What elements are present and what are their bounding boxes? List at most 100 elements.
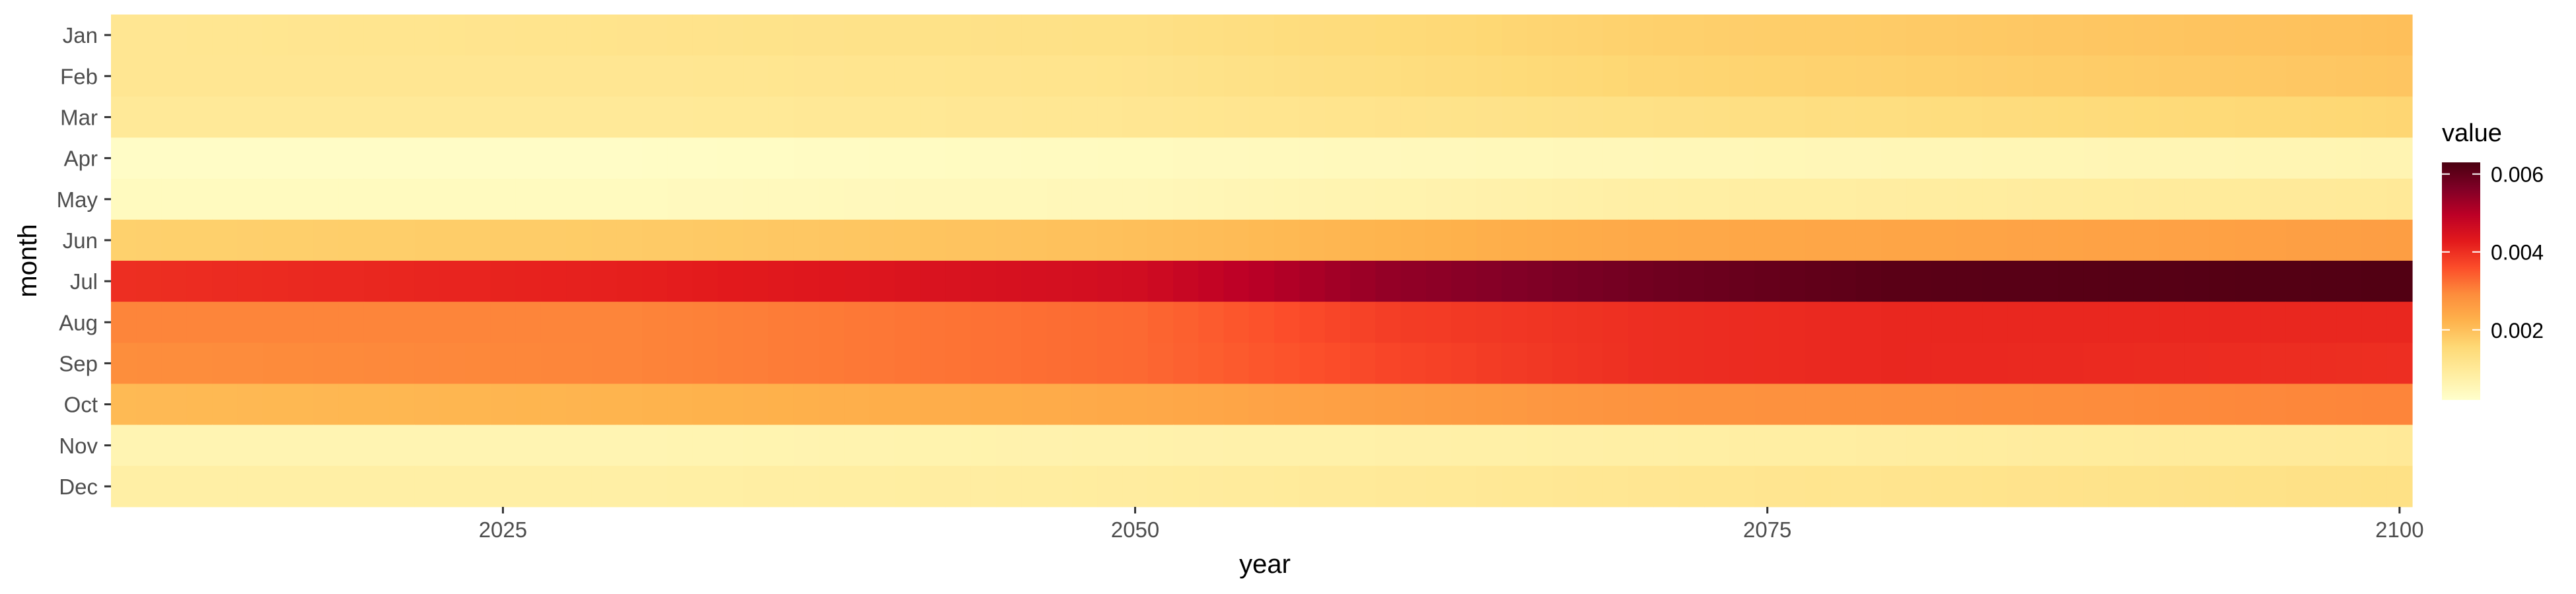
- heatmap-cell: [237, 55, 264, 97]
- heatmap-cell: [2007, 178, 2034, 220]
- heatmap-cell: [1805, 178, 1832, 220]
- heatmap-cell: [844, 424, 871, 467]
- heatmap-cell: [1476, 383, 1503, 426]
- heatmap-cell: [945, 219, 972, 261]
- heatmap-cell: [237, 261, 264, 302]
- heatmap-cell: [1931, 302, 1958, 343]
- heatmap-cell: [1400, 261, 1427, 302]
- heatmap-cell: [1881, 465, 1907, 508]
- heatmap-cell: [161, 137, 188, 180]
- heatmap-cell: [2007, 343, 2034, 384]
- heatmap-cell: [1046, 178, 1073, 220]
- heatmap-cell: [768, 55, 795, 97]
- heatmap-cell: [1830, 15, 1857, 56]
- y-axis-title: month: [13, 224, 42, 297]
- heatmap-cell: [768, 15, 795, 56]
- heatmap-cell: [1653, 383, 1680, 426]
- heatmap-cell: [1097, 178, 1124, 220]
- heatmap-cell: [945, 15, 972, 56]
- heatmap-cell: [1602, 302, 1629, 343]
- heatmap-cell: [1577, 261, 1604, 302]
- heatmap-cell: [566, 424, 592, 467]
- heatmap-cell: [1754, 178, 1781, 220]
- heatmap-cell: [1754, 96, 1781, 138]
- heatmap-cell: [540, 465, 567, 508]
- heatmap-cell: [1198, 15, 1225, 56]
- heatmap-cell: [1476, 96, 1503, 138]
- heatmap-cell: [1350, 302, 1376, 343]
- heatmap-cell: [2083, 343, 2110, 384]
- heatmap-cell: [1729, 302, 1756, 343]
- heatmap-cell: [1223, 137, 1250, 180]
- heatmap-cell: [1982, 302, 2009, 343]
- heatmap-cell: [768, 261, 795, 302]
- heatmap-cell: [2159, 302, 2186, 343]
- heatmap-cell: [1400, 15, 1427, 56]
- heatmap-cell: [186, 302, 213, 343]
- heatmap-cell: [566, 219, 592, 261]
- heatmap-cell: [262, 96, 289, 138]
- heatmap-cell: [2184, 302, 2211, 343]
- heatmap-cell: [591, 465, 618, 508]
- heatmap-cell: [338, 219, 365, 261]
- y-axis: Jan Feb Mar Apr May Jun Jul Aug Sep Oct Nov Dec: [57, 23, 111, 499]
- heatmap-cell: [136, 261, 162, 302]
- heatmap-cell: [1476, 465, 1503, 508]
- heatmap-cell: [1122, 219, 1149, 261]
- heatmap-cell: [1299, 424, 1326, 467]
- heatmap-cell: [540, 178, 567, 220]
- heatmap-cell: [692, 55, 719, 97]
- heatmap-cell: [1122, 178, 1149, 220]
- heatmap-cell: [186, 55, 213, 97]
- heatmap-cell: [2159, 465, 2186, 508]
- heatmap-cell: [1248, 302, 1275, 343]
- heatmap-cell: [1147, 383, 1174, 426]
- heatmap-cell: [996, 343, 1022, 384]
- heatmap-cell: [920, 343, 947, 384]
- heatmap-cell: [186, 261, 213, 302]
- heatmap-cell: [2007, 383, 2034, 426]
- heatmap-cell: [1704, 55, 1730, 97]
- heatmap-cell: [2386, 219, 2413, 261]
- heatmap-cell: [1628, 261, 1655, 302]
- heatmap-cell: [1779, 219, 1806, 261]
- heatmap-cell: [1881, 219, 1907, 261]
- heatmap-cell: [2083, 261, 2110, 302]
- heatmap-cell: [1476, 15, 1503, 56]
- heatmap-cell: [2235, 178, 2261, 220]
- heatmap-cell: [793, 343, 820, 384]
- heatmap-cell: [2184, 383, 2211, 426]
- heatmap-cell: [945, 343, 972, 384]
- heatmap-cell: [1552, 383, 1579, 426]
- heatmap-cell: [136, 383, 162, 426]
- heatmap-cell: [1451, 219, 1478, 261]
- heatmap-cell: [414, 55, 441, 97]
- heatmap-cell: [439, 343, 466, 384]
- heatmap-cell: [996, 96, 1022, 138]
- heatmap-cell: [439, 96, 466, 138]
- heatmap-cell: [1350, 55, 1376, 97]
- heatmap-cell: [1628, 383, 1655, 426]
- heatmap-cell: [1982, 96, 2009, 138]
- heatmap-cell: [743, 96, 769, 138]
- heatmap-cell: [1425, 178, 1452, 220]
- heatmap-cell: [1173, 15, 1199, 56]
- heatmap-cell: [186, 15, 213, 56]
- heatmap-cell: [1704, 219, 1730, 261]
- heatmap-cell: [1400, 55, 1427, 97]
- heatmap-cell: [743, 343, 769, 384]
- heatmap-cell: [1299, 15, 1326, 56]
- heatmap-cell: [2285, 465, 2312, 508]
- heatmap-cell: [338, 137, 365, 180]
- heatmap-cell: [1729, 219, 1756, 261]
- heatmap-cell: [2032, 424, 2059, 467]
- heatmap-cell: [161, 302, 188, 343]
- heatmap-cell: [1198, 55, 1225, 97]
- heatmap-cell: [1678, 178, 1705, 220]
- heatmap-cell: [793, 219, 820, 261]
- heatmap-cell: [1274, 383, 1301, 426]
- heatmap-cell: [1577, 465, 1604, 508]
- heatmap-cell: [161, 15, 188, 56]
- heatmap-cell: [363, 465, 390, 508]
- heatmap-cell: [2310, 343, 2337, 384]
